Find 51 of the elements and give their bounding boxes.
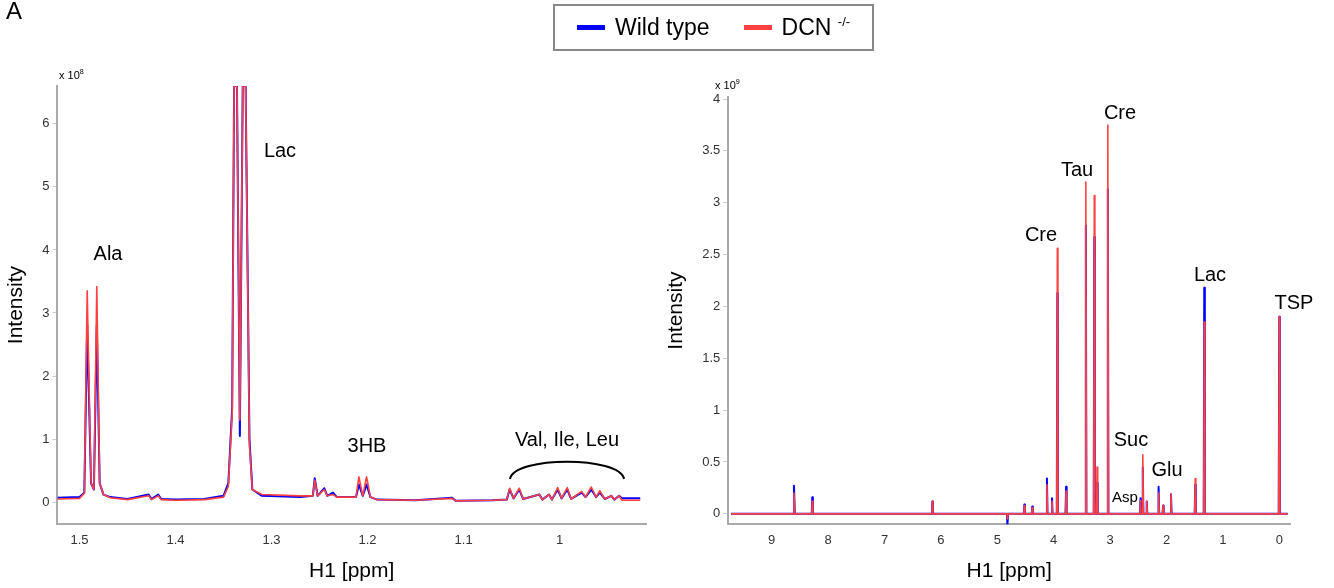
annotation: Cre <box>1024 222 1058 245</box>
x-tick-label: 1.4 <box>166 531 185 547</box>
text: A <box>6 0 23 24</box>
annotation: TSP <box>1274 290 1314 313</box>
annotation: Cre <box>1103 100 1137 123</box>
x-tick-label: 1 <box>1219 531 1227 547</box>
y-tick-label: 2.5 <box>702 246 721 262</box>
annotation: Val, Ile, Leu <box>514 427 620 450</box>
y-tick-label: 3.5 <box>702 142 721 158</box>
annotation: Ala <box>93 241 124 264</box>
y-tick-label: 0.5 <box>702 453 721 469</box>
y-tick-label: 1.5 <box>702 349 721 365</box>
x-tick-label: 9 <box>768 531 776 547</box>
annotation: Suc <box>1113 427 1149 450</box>
x-tick-label: 6 <box>937 531 945 547</box>
x-tick-label: 5 <box>993 531 1001 547</box>
legend-label: Wild type <box>615 14 710 41</box>
y-tick-label: 1 <box>713 401 721 417</box>
y-tick-label: 2 <box>42 367 50 383</box>
y-tick-label: 4 <box>713 90 721 106</box>
annotation: Lac <box>1193 262 1227 285</box>
y-tick-label: 6 <box>42 115 50 131</box>
annotation: 3HB <box>347 433 387 456</box>
x-tick-label: 1.5 <box>70 531 89 547</box>
legend-label: DCN $^{-/-}$ <box>781 14 851 41</box>
x-axis-title: H1 [ppm] <box>309 558 395 582</box>
y-tick-label: 1 <box>42 430 50 446</box>
x-tick-label: 4 <box>1050 531 1058 547</box>
y-tick-label: 3 <box>713 194 721 210</box>
y-axis-title: Intensity <box>663 271 687 350</box>
annotation: Tau <box>1060 157 1094 180</box>
x-tick-label: 8 <box>824 531 832 547</box>
annotation: Lac <box>263 138 297 161</box>
y-tick-label: 5 <box>42 178 50 194</box>
x-tick-label: 0 <box>1275 531 1283 547</box>
annotation: Glu <box>1151 457 1183 480</box>
x-tick-label: 3 <box>1106 531 1114 547</box>
x-tick-label: 7 <box>880 531 889 547</box>
y-tick-label: 2 <box>713 298 721 314</box>
x-tick-label: 1 <box>555 531 564 547</box>
x-tick-label: 1.1 <box>454 531 473 547</box>
y-tick-label: 0 <box>713 505 721 521</box>
x-axis-title: H1 [ppm] <box>966 558 1052 582</box>
y-tick-label: 3 <box>42 304 50 320</box>
x-tick-label: 1.2 <box>358 531 377 547</box>
y-tick-label: 0 <box>42 493 50 509</box>
annotation: Asp <box>1112 488 1138 506</box>
x-tick-label: 1.3 <box>262 531 281 547</box>
x-tick-label: 2 <box>1162 531 1171 547</box>
y-axis-title: Intensity <box>3 265 27 345</box>
y-tick-label: 4 <box>42 241 50 257</box>
